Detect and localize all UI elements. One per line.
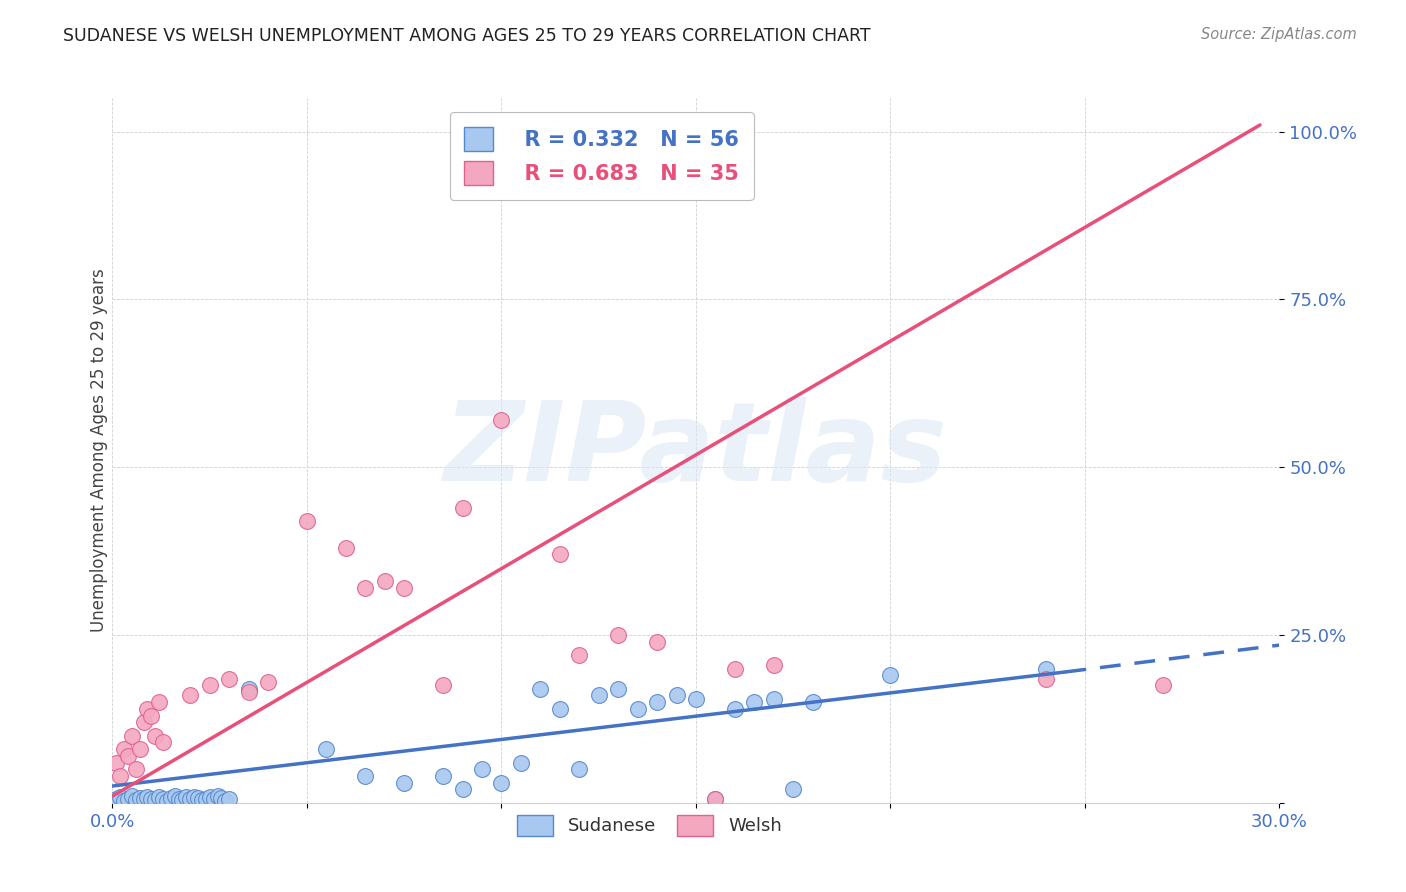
Point <box>238 685 260 699</box>
Point <box>105 792 128 806</box>
Point <box>110 790 132 805</box>
Point <box>451 500 474 515</box>
Point <box>548 548 571 562</box>
Point <box>191 793 214 807</box>
Point <box>568 648 591 662</box>
Point <box>143 793 166 807</box>
Point <box>704 792 727 806</box>
Point <box>432 678 454 692</box>
Point <box>782 782 804 797</box>
Point <box>160 791 183 805</box>
Point <box>724 702 747 716</box>
Point <box>238 681 260 696</box>
Point <box>214 794 236 808</box>
Point <box>132 715 155 730</box>
Point <box>374 574 396 589</box>
Point <box>167 791 190 805</box>
Point <box>607 681 630 696</box>
Point <box>801 695 824 709</box>
Text: ZIPatlas: ZIPatlas <box>444 397 948 504</box>
Point <box>257 675 280 690</box>
Point <box>132 792 155 806</box>
Point <box>1035 672 1057 686</box>
Point <box>125 762 148 776</box>
Point <box>218 672 240 686</box>
Point <box>1035 662 1057 676</box>
Point <box>394 775 416 789</box>
Point <box>179 689 201 703</box>
Point <box>645 634 668 648</box>
Point <box>128 742 150 756</box>
Point <box>128 791 150 805</box>
Point <box>143 729 166 743</box>
Legend: Sudanese, Welsh: Sudanese, Welsh <box>510 808 789 843</box>
Point <box>471 762 494 776</box>
Y-axis label: Unemployment Among Ages 25 to 29 years: Unemployment Among Ages 25 to 29 years <box>90 268 108 632</box>
Point <box>117 748 139 763</box>
Text: Source: ZipAtlas.com: Source: ZipAtlas.com <box>1201 27 1357 42</box>
Point <box>491 413 513 427</box>
Point <box>218 791 240 805</box>
Point <box>152 792 174 806</box>
Point <box>568 762 591 776</box>
Point <box>125 793 148 807</box>
Point <box>451 782 474 797</box>
Point <box>163 789 186 803</box>
Point <box>148 695 170 709</box>
Point <box>112 794 135 808</box>
Point <box>183 789 205 804</box>
Point <box>432 769 454 783</box>
Point <box>704 792 727 806</box>
Point <box>665 689 688 703</box>
Point <box>354 769 377 783</box>
Point <box>112 742 135 756</box>
Point <box>744 695 766 709</box>
Point <box>724 662 747 676</box>
Point <box>627 702 650 716</box>
Point <box>295 514 318 528</box>
Point <box>685 691 707 706</box>
Point <box>148 790 170 805</box>
Point <box>394 581 416 595</box>
Point <box>315 742 337 756</box>
Point <box>136 789 159 804</box>
Point <box>198 678 221 692</box>
Point <box>1152 678 1174 692</box>
Point <box>156 794 179 808</box>
Point <box>209 791 232 805</box>
Point <box>588 689 610 703</box>
Point <box>172 793 194 807</box>
Point <box>879 668 901 682</box>
Text: SUDANESE VS WELSH UNEMPLOYMENT AMONG AGES 25 TO 29 YEARS CORRELATION CHART: SUDANESE VS WELSH UNEMPLOYMENT AMONG AGE… <box>63 27 870 45</box>
Point <box>645 695 668 709</box>
Point <box>194 791 217 805</box>
Point <box>762 658 785 673</box>
Point <box>335 541 357 555</box>
Point <box>121 729 143 743</box>
Point <box>207 789 229 803</box>
Point <box>198 790 221 805</box>
Point <box>176 790 198 805</box>
Point <box>136 702 159 716</box>
Point <box>117 791 139 805</box>
Point <box>179 792 201 806</box>
Point <box>141 791 163 805</box>
Point <box>141 708 163 723</box>
Point <box>529 681 551 696</box>
Point <box>152 735 174 749</box>
Point <box>509 756 531 770</box>
Point <box>187 791 209 805</box>
Point <box>105 756 128 770</box>
Point <box>491 775 513 789</box>
Point <box>762 691 785 706</box>
Point <box>202 792 225 806</box>
Point <box>110 769 132 783</box>
Point <box>121 789 143 803</box>
Point <box>354 581 377 595</box>
Point <box>607 628 630 642</box>
Point <box>548 702 571 716</box>
